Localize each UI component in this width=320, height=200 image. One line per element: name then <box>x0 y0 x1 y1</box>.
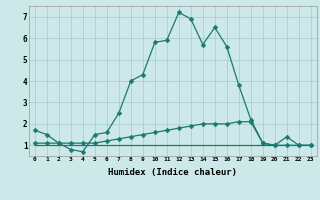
X-axis label: Humidex (Indice chaleur): Humidex (Indice chaleur) <box>108 168 237 177</box>
